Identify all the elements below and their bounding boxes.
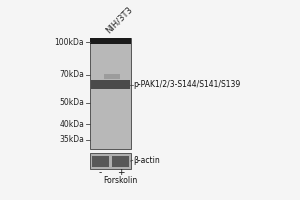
Bar	[112, 156, 129, 167]
Bar	[90, 153, 130, 169]
Bar	[92, 156, 109, 167]
Text: Forskolin: Forskolin	[103, 176, 138, 185]
Text: p-PAK1/2/3-S144/S141/S139: p-PAK1/2/3-S144/S141/S139	[134, 80, 241, 89]
Text: +: +	[117, 168, 124, 177]
Text: -: -	[99, 168, 102, 177]
Text: 35kDa: 35kDa	[59, 135, 84, 144]
Text: 100kDa: 100kDa	[54, 38, 84, 47]
Text: β-actin: β-actin	[134, 156, 160, 165]
Text: 40kDa: 40kDa	[59, 120, 84, 129]
Text: 50kDa: 50kDa	[59, 98, 84, 107]
Bar	[104, 74, 120, 79]
Text: NIH/3T3: NIH/3T3	[104, 4, 134, 35]
Bar	[90, 38, 130, 44]
Text: 70kDa: 70kDa	[59, 70, 84, 79]
Bar	[91, 80, 130, 89]
Bar	[90, 38, 130, 149]
